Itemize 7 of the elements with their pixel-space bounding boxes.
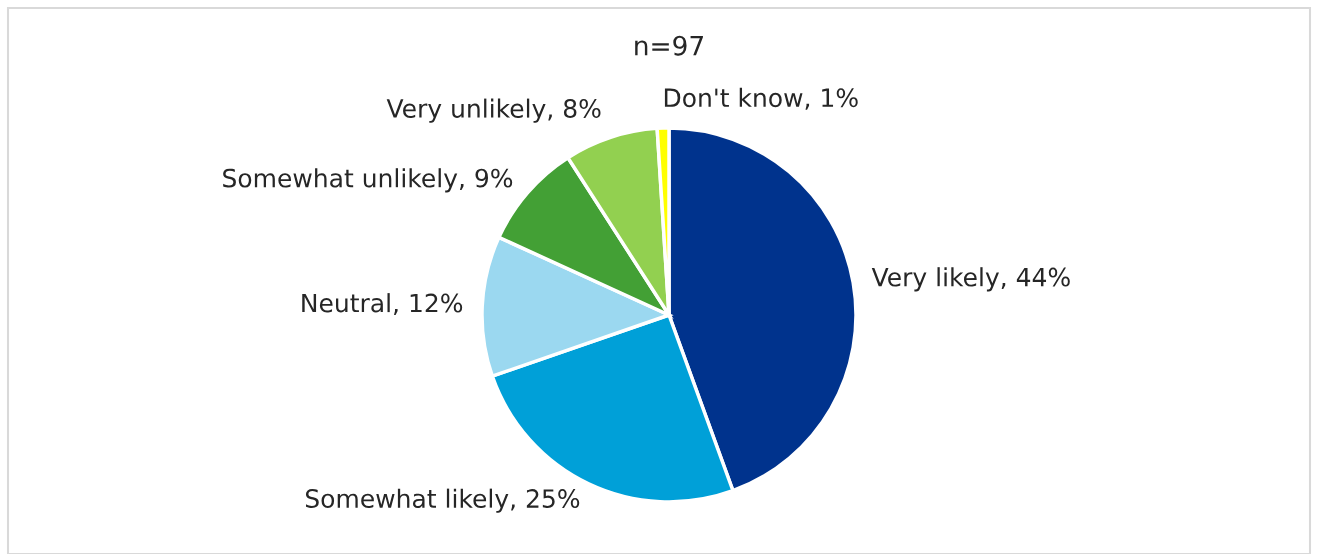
slice-label: Don't know, 1% [664,87,858,110]
slice-label: Somewhat likely, 25% [305,488,580,513]
slice-label: Very likely, 44% [871,267,1070,292]
slice-label: Neutral, 12% [302,293,463,316]
slice-label: Somewhat unlikely, 9% [223,168,513,193]
chart-title: n=97 [635,35,703,56]
slice-label: Very unlikely, 8% [386,98,601,123]
